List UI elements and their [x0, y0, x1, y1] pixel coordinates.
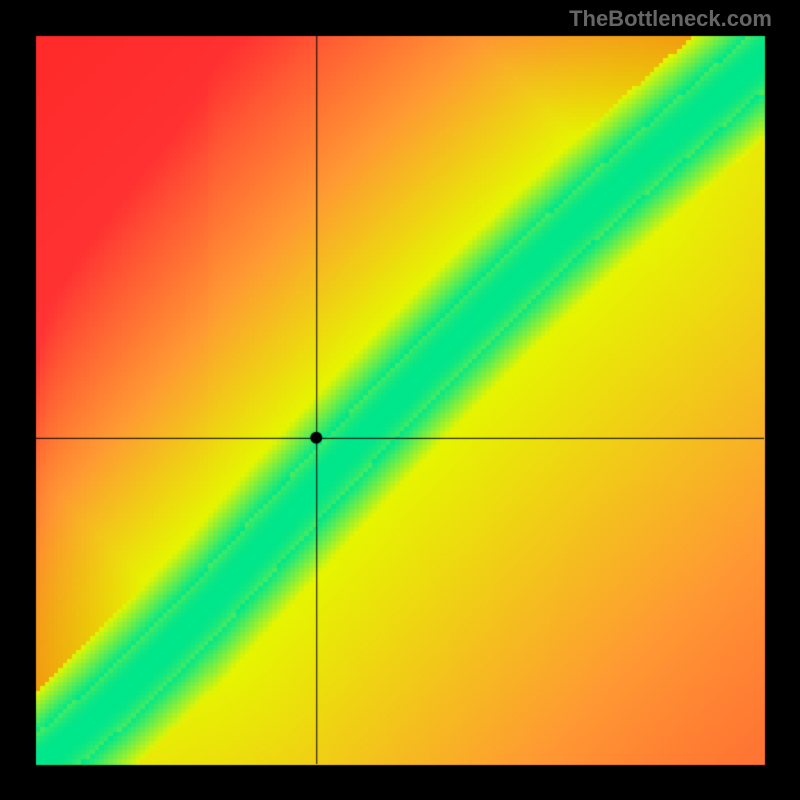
watermark-text: TheBottleneck.com: [569, 6, 772, 32]
heatmap-canvas: [0, 0, 800, 800]
chart-container: TheBottleneck.com: [0, 0, 800, 800]
